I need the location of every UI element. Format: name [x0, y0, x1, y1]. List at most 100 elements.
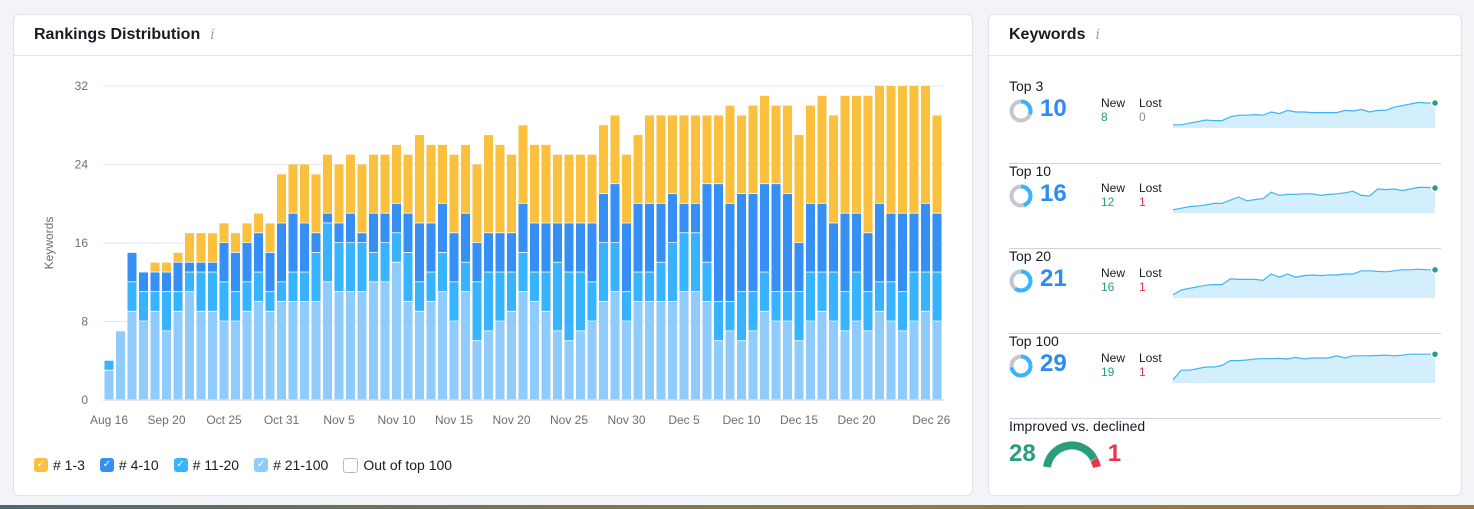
bar-segment-11-20[interactable]	[783, 292, 792, 321]
bar-segment-21-100[interactable]	[840, 331, 850, 400]
bar-segment-21-100[interactable]	[254, 301, 263, 400]
new-count[interactable]: 12	[1101, 195, 1115, 209]
bar-segment-4-10[interactable]	[438, 203, 447, 253]
bar-segment-4-10[interactable]	[127, 252, 137, 282]
bar-segment-1-3[interactable]	[461, 144, 470, 213]
bar-segment-11-20[interactable]	[277, 282, 286, 302]
bar-segment-21-100[interactable]	[691, 292, 700, 400]
bar-segment-1-3[interactable]	[725, 105, 735, 203]
bar-segment-11-20[interactable]	[737, 292, 746, 341]
bar-segment-1-3[interactable]	[369, 154, 378, 213]
bar-segment-1-3[interactable]	[564, 154, 574, 223]
bar-segment-4-10[interactable]	[242, 243, 252, 282]
bar-segment-1-3[interactable]	[599, 125, 608, 194]
bar-segment-4-10[interactable]	[633, 203, 643, 272]
bar-segment-1-3[interactable]	[587, 154, 597, 223]
bar-segment-21-100[interactable]	[576, 331, 585, 400]
bar-segment-4-10[interactable]	[288, 213, 298, 272]
bar-segment-21-100[interactable]	[599, 301, 608, 400]
bar-segment-21-100[interactable]	[921, 311, 930, 400]
bar-segment-11-20[interactable]	[369, 252, 378, 282]
bar-segment-21-100[interactable]	[346, 292, 355, 400]
bar-segment-21-100[interactable]	[426, 301, 436, 400]
checkbox-checked-icon[interactable]: ✓	[173, 458, 188, 472]
bar-segment-4-10[interactable]	[806, 203, 815, 272]
bar-segment-11-20[interactable]	[748, 292, 758, 331]
bar-segment-4-10[interactable]	[277, 223, 286, 282]
bar-segment-11-20[interactable]	[599, 243, 608, 302]
bar-segment-1-3[interactable]	[162, 262, 171, 272]
bar-segment-1-3[interactable]	[254, 213, 263, 233]
bar-segment-4-10[interactable]	[415, 223, 424, 282]
bar-segment-21-100[interactable]	[150, 311, 160, 400]
bar-segment-4-10[interactable]	[369, 213, 378, 253]
bar-segment-11-20[interactable]	[346, 243, 355, 292]
bar-segment-11-20[interactable]	[323, 223, 332, 282]
bar-segment-11-20[interactable]	[886, 282, 896, 321]
bar-segment-1-3[interactable]	[829, 115, 838, 223]
bar-segment-4-10[interactable]	[564, 223, 574, 272]
bar-segment-21-100[interactable]	[484, 331, 493, 400]
bar-segment-1-3[interactable]	[553, 154, 562, 223]
bar-segment-4-10[interactable]	[185, 262, 194, 272]
new-count[interactable]: 8	[1101, 110, 1108, 124]
bar-segment-11-20[interactable]	[725, 301, 735, 331]
bar-segment-1-3[interactable]	[277, 174, 286, 223]
bar-segment-21-100[interactable]	[737, 341, 746, 400]
bar-segment-21-100[interactable]	[541, 311, 551, 400]
bar-segment-21-100[interactable]	[461, 292, 470, 400]
bar-segment-4-10[interactable]	[323, 213, 332, 223]
bar-segment-11-20[interactable]	[127, 282, 137, 311]
bar-segment-21-100[interactable]	[403, 301, 413, 400]
bar-segment-4-10[interactable]	[484, 233, 493, 272]
bar-segment-11-20[interactable]	[507, 272, 516, 311]
bar-segment-4-10[interactable]	[656, 203, 666, 262]
bar-segment-11-20[interactable]	[415, 282, 424, 311]
bar-segment-4-10[interactable]	[898, 213, 907, 292]
bar-segment-11-20[interactable]	[760, 272, 769, 311]
bar-segment-11-20[interactable]	[530, 272, 539, 302]
bar-segment-1-3[interactable]	[668, 115, 677, 194]
bar-segment-4-10[interactable]	[357, 233, 367, 243]
bar-segment-4-10[interactable]	[921, 203, 930, 272]
bar-segment-4-10[interactable]	[254, 233, 263, 272]
bar-segment-21-100[interactable]	[507, 311, 516, 400]
bar-segment-11-20[interactable]	[668, 243, 677, 302]
bar-segment-11-20[interactable]	[633, 272, 643, 302]
row-value[interactable]: 16	[1040, 180, 1067, 207]
bar-segment-21-100[interactable]	[806, 321, 815, 400]
legend-item[interactable]: ✓ # 21-100	[254, 457, 328, 473]
bar-segment-1-3[interactable]	[748, 105, 758, 194]
bar-segment-11-20[interactable]	[162, 292, 171, 331]
checkbox-checked-icon[interactable]: ✓	[99, 458, 114, 472]
bar-segment-1-3[interactable]	[817, 95, 827, 203]
bar-segment-21-100[interactable]	[380, 282, 390, 400]
bar-segment-4-10[interactable]	[518, 203, 528, 253]
bar-segment-21-100[interactable]	[714, 341, 723, 400]
bar-segment-11-20[interactable]	[806, 272, 815, 321]
bar-segment-21-100[interactable]	[679, 292, 689, 400]
bar-segment-1-3[interactable]	[679, 115, 689, 203]
bar-segment-11-20[interactable]	[449, 282, 459, 321]
bar-segment-21-100[interactable]	[369, 282, 378, 400]
bar-segment-4-10[interactable]	[932, 213, 942, 272]
info-icon[interactable]: i	[1095, 27, 1100, 43]
row-value[interactable]: 10	[1040, 95, 1067, 122]
bar-segment-21-100[interactable]	[277, 301, 286, 400]
bar-segment-11-20[interactable]	[829, 272, 838, 321]
bar-segment-4-10[interactable]	[449, 233, 459, 282]
bar-segment-21-100[interactable]	[530, 301, 539, 400]
bar-segment-4-10[interactable]	[231, 252, 240, 292]
bar-segment-1-3[interactable]	[265, 223, 275, 253]
bar-segment-11-20[interactable]	[679, 233, 689, 292]
bar-segment-11-20[interactable]	[587, 282, 597, 321]
bar-segment-11-20[interactable]	[150, 292, 160, 311]
bar-segment-1-3[interactable]	[541, 144, 551, 223]
bar-segment-4-10[interactable]	[392, 203, 401, 233]
bar-segment-11-20[interactable]	[553, 262, 562, 331]
bar-segment-11-20[interactable]	[702, 262, 712, 302]
bar-segment-1-3[interactable]	[921, 86, 930, 203]
bar-segment-21-100[interactable]	[668, 301, 677, 400]
bar-segment-11-20[interactable]	[426, 272, 436, 302]
bar-segment-21-100[interactable]	[587, 321, 597, 400]
